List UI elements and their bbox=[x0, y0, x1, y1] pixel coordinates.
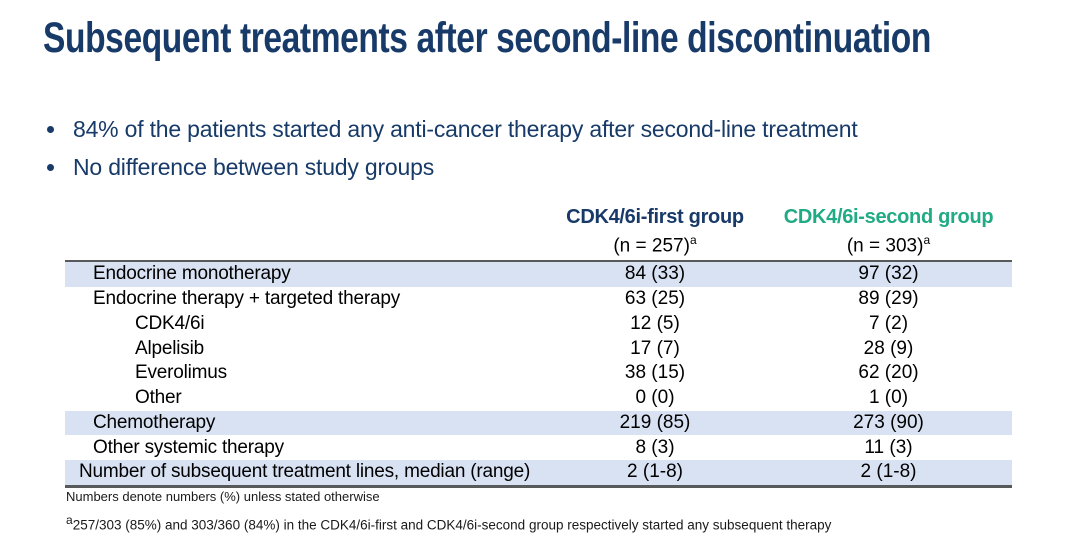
cell-second-group: 273 (90) bbox=[853, 411, 924, 433]
cell-first-group: 2 (1-8) bbox=[627, 461, 683, 483]
column-header-n: (n = 257)a bbox=[545, 233, 765, 257]
cell-first-group: 38 (15) bbox=[624, 362, 686, 384]
row-label: Alpelisib bbox=[135, 337, 204, 359]
page-title: Subsequent treatments after second-line … bbox=[43, 14, 931, 62]
table-row: Chemotherapy 219 (85) 273 (90) bbox=[65, 410, 1012, 436]
bullet-text: 84% of the patients started any anti-can… bbox=[73, 115, 858, 142]
row-label: Endocrine therapy + targeted therapy bbox=[93, 288, 401, 310]
bullet-list: 84% of the patients started any anti-can… bbox=[47, 110, 858, 186]
table-row: Endocrine therapy + targeted therapy 63 … bbox=[65, 287, 1012, 312]
row-label: Endocrine monotherapy bbox=[93, 263, 291, 285]
table-header: CDK4/6i-first group (n = 257)a CDK4/6i-s… bbox=[65, 206, 1012, 260]
cell-first-group: 84 (33) bbox=[624, 263, 686, 285]
n-value: (n = 303) bbox=[846, 235, 924, 257]
column-header-second-group: CDK4/6i-second group (n = 303)a bbox=[765, 206, 1012, 257]
cell-first-group: 219 (85) bbox=[619, 411, 691, 433]
row-label: CDK4/6i bbox=[135, 312, 205, 334]
column-header-label: CDK4/6i-second group bbox=[783, 206, 994, 228]
cell-second-group: 2 (1-8) bbox=[860, 461, 917, 483]
table-row: Everolimus 38 (15) 62 (20) bbox=[65, 361, 1012, 386]
bullet-icon bbox=[47, 125, 54, 133]
table-row: Alpelisib 17 (7) 28 (9) bbox=[65, 336, 1012, 361]
row-label: Number of subsequent treatment lines, me… bbox=[79, 461, 531, 483]
cell-second-group: 1 (0) bbox=[868, 387, 909, 409]
bullet-text: No difference between study groups bbox=[73, 153, 435, 180]
cell-second-group: 89 (29) bbox=[858, 288, 919, 310]
n-value: (n = 257) bbox=[613, 235, 690, 257]
row-label: Other bbox=[135, 387, 182, 409]
footnote-marker: a bbox=[923, 233, 931, 247]
treatments-table: Endocrine monotherapy 84 (33) 97 (32) En… bbox=[65, 260, 1012, 488]
table-row: Endocrine monotherapy 84 (33) 97 (32) bbox=[65, 262, 1012, 287]
row-label: Everolimus bbox=[135, 362, 227, 384]
cell-first-group: 12 (5) bbox=[630, 312, 680, 334]
table-note: Numbers denote numbers (%) unless stated… bbox=[66, 489, 380, 504]
table-row: Other systemic therapy 8 (3) 11 (3) bbox=[65, 435, 1012, 460]
footnote-marker: a bbox=[66, 513, 73, 527]
cell-second-group: 28 (9) bbox=[863, 337, 914, 359]
footnote-marker: a bbox=[689, 233, 697, 247]
column-header-first-group: CDK4/6i-first group (n = 257)a bbox=[545, 206, 765, 257]
row-label: Other systemic therapy bbox=[93, 436, 284, 458]
cell-first-group: 8 (3) bbox=[635, 436, 675, 458]
cell-second-group: 97 (32) bbox=[858, 263, 919, 285]
cell-second-group: 11 (3) bbox=[864, 436, 913, 458]
table-row: Other 0 (0) 1 (0) bbox=[65, 386, 1012, 411]
table-row: Number of subsequent treatment lines, me… bbox=[65, 460, 1012, 485]
column-header-label: CDK4/6i-first group bbox=[566, 206, 744, 228]
cell-first-group: 0 (0) bbox=[635, 387, 675, 409]
footnote-text: 257/303 (85%) and 303/360 (84%) in the C… bbox=[72, 517, 832, 533]
table-row: CDK4/6i 12 (5) 7 (2) bbox=[65, 312, 1012, 337]
bullet-item: 84% of the patients started any anti-can… bbox=[47, 110, 858, 148]
cell-first-group: 17 (7) bbox=[630, 337, 680, 359]
cell-second-group: 62 (20) bbox=[858, 362, 919, 384]
cell-first-group: 63 (25) bbox=[624, 288, 686, 310]
row-label: Chemotherapy bbox=[93, 411, 216, 433]
footnote-a: a257/303 (85%) and 303/360 (84%) in the … bbox=[66, 513, 831, 533]
bullet-icon bbox=[47, 163, 54, 171]
bullet-item: No difference between study groups bbox=[47, 148, 858, 186]
cell-second-group: 7 (2) bbox=[868, 312, 909, 334]
column-header-n: (n = 303)a bbox=[765, 233, 1012, 257]
